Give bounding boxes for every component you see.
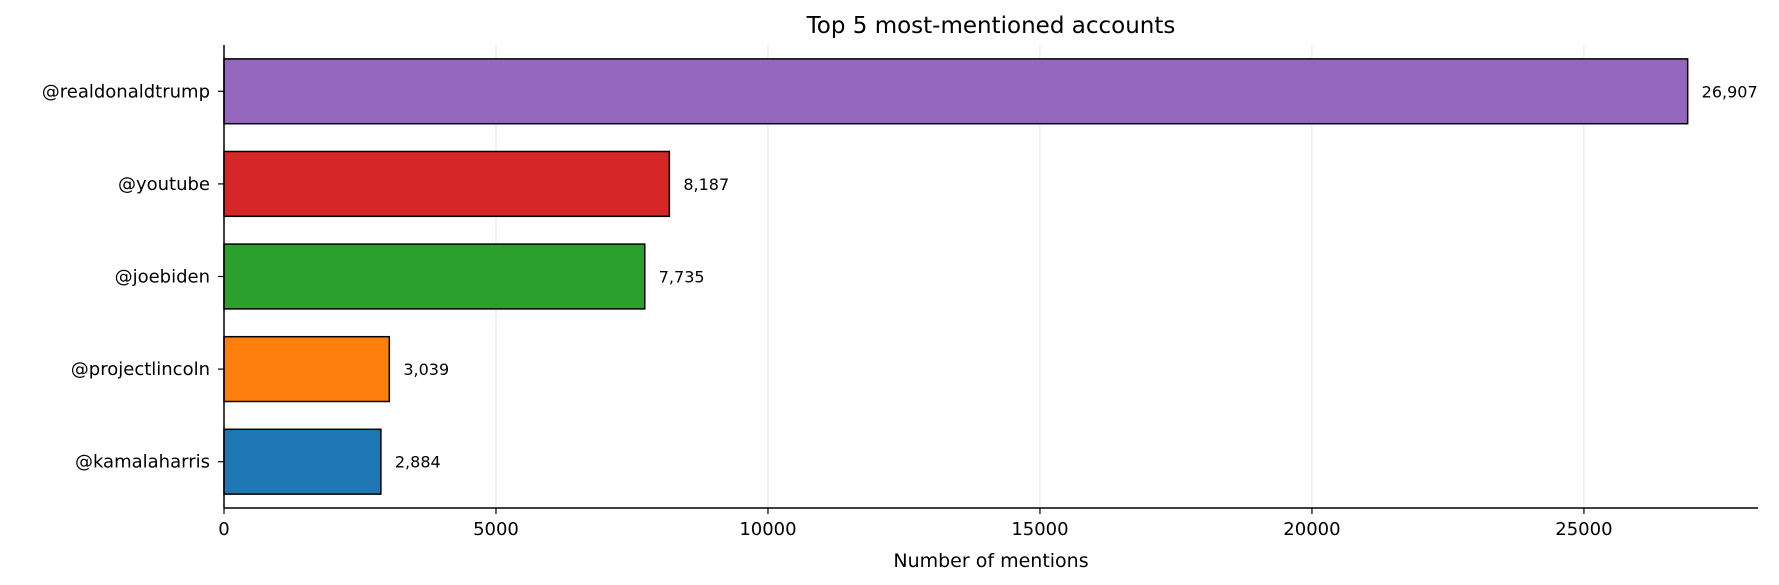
x-tick-label: 10000	[739, 519, 796, 540]
bar	[223, 335, 391, 403]
data-label: 2,884	[395, 453, 441, 472]
value-labels: 26,907 8,187 7,735 3,039 2,884	[395, 82, 1758, 471]
data-label: 8,187	[683, 175, 729, 194]
x-tick-label: 0	[218, 519, 229, 540]
bar	[223, 58, 1689, 125]
y-tick-label: @realdonaldtrump	[42, 81, 210, 102]
data-label: 3,039	[403, 360, 449, 379]
y-tick-label: @kamalaharris	[75, 452, 210, 473]
x-axis-label: Number of mentions	[893, 550, 1088, 572]
y-tick-label: @projectlincoln	[71, 359, 210, 380]
data-label: 7,735	[659, 268, 705, 287]
x-tick-label: 20000	[1283, 519, 1340, 540]
bar	[223, 243, 646, 310]
chart-title: Top 5 most-mentioned accounts	[806, 13, 1176, 39]
y-tick-label: @joebiden	[115, 267, 210, 288]
x-tick-label: 15000	[1011, 519, 1068, 540]
bar	[223, 428, 382, 495]
data-label: 26,907	[1702, 82, 1758, 101]
x-tick-label: 25000	[1555, 519, 1612, 540]
y-tick-label: @youtube	[118, 174, 210, 195]
bar	[223, 150, 671, 218]
x-tick-label: 5000	[473, 519, 519, 540]
x-axis-ticks: 0 5000 10000 15000 20000 25000	[218, 508, 1613, 540]
y-axis-ticks: @realdonaldtrump @youtube @joebiden @projec…	[42, 81, 224, 473]
bars	[223, 58, 1689, 495]
